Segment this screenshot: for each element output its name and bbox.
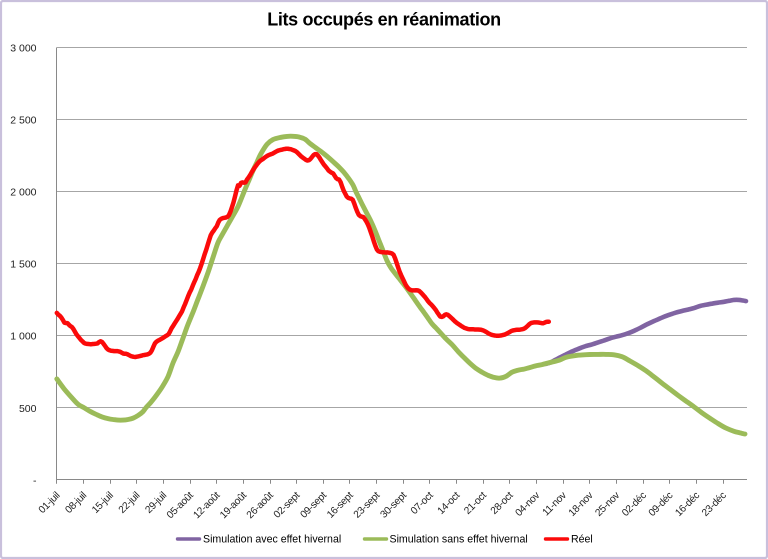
svg-text:Lits occupés en réanimation: Lits occupés en réanimation	[267, 10, 501, 30]
svg-text:2 000: 2 000	[10, 187, 36, 199]
svg-text:500: 500	[19, 403, 37, 415]
svg-text:Simulation avec effet hivernal: Simulation avec effet hivernal	[203, 534, 341, 546]
svg-text:2 500: 2 500	[10, 115, 36, 127]
svg-text:Réel: Réel	[571, 534, 593, 546]
svg-text:3 000: 3 000	[10, 43, 36, 55]
svg-text:1 000: 1 000	[10, 331, 36, 343]
svg-text:1 500: 1 500	[10, 259, 36, 271]
svg-text:-: -	[33, 475, 37, 487]
svg-text:Simulation sans effet hivernal: Simulation sans effet hivernal	[390, 534, 528, 546]
